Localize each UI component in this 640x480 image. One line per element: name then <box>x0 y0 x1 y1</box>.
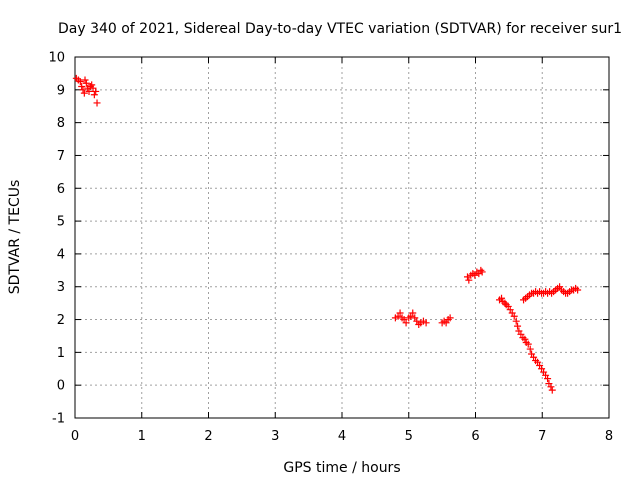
data-point <box>85 87 93 95</box>
plot-frame <box>74 56 610 419</box>
data-point <box>446 314 454 322</box>
y-tick-label: 9 <box>57 83 65 98</box>
data-point <box>514 322 522 330</box>
data-point <box>422 319 430 327</box>
y-tick-label: 4 <box>57 247 65 262</box>
data-point <box>80 89 88 97</box>
y-axis-label: SDTVAR / TECUs <box>7 180 23 295</box>
x-tick-label: 5 <box>405 429 413 444</box>
data-points <box>72 74 582 394</box>
data-point <box>81 76 89 84</box>
data-point <box>498 294 506 302</box>
x-tick-label: 8 <box>605 429 613 444</box>
data-point <box>477 266 485 274</box>
data-point <box>82 79 90 87</box>
y-tick-label: 0 <box>57 379 65 394</box>
y-tick-label: 7 <box>57 149 65 164</box>
axis-ticks: 0 1 2 3 4 5 6 7 8 -1 0 1 2 3 4 5 6 7 8 9 10 <box>48 51 613 445</box>
y-tick-label: 8 <box>57 116 65 131</box>
y-tick-label: 5 <box>57 215 65 230</box>
data-point <box>544 375 552 383</box>
y-tick-label: 6 <box>57 182 65 197</box>
x-axis-label: GPS time / hours <box>283 460 400 476</box>
x-tick-label: 6 <box>471 429 479 444</box>
data-point <box>463 273 471 281</box>
data-point <box>574 286 582 294</box>
y-tick-label: 1 <box>57 346 65 361</box>
x-tick-label: 2 <box>204 429 212 444</box>
data-point <box>88 81 96 89</box>
data-point <box>526 345 534 353</box>
x-tick-label: 7 <box>538 429 546 444</box>
data-point <box>521 335 529 343</box>
grid <box>75 57 609 418</box>
x-tick-label: 3 <box>271 429 279 444</box>
data-point <box>478 268 486 276</box>
y-tick-label: 10 <box>48 51 65 66</box>
data-point <box>548 386 556 394</box>
data-point <box>510 312 518 320</box>
data-point <box>547 383 555 391</box>
data-point <box>512 317 520 325</box>
data-point <box>76 78 84 86</box>
data-point <box>402 319 410 327</box>
y-tick-label: 3 <box>57 280 65 295</box>
chart-title: Day 340 of 2021, Sidereal Day-to-day VTE… <box>58 21 622 37</box>
data-point <box>90 91 98 99</box>
y-tick-label: -1 <box>52 412 65 427</box>
x-tick-label: 1 <box>138 429 146 444</box>
data-point <box>396 309 404 317</box>
data-point <box>78 83 86 91</box>
data-point <box>465 276 473 284</box>
data-point <box>93 99 101 107</box>
data-point <box>92 87 100 95</box>
data-point <box>409 309 417 317</box>
data-point <box>501 299 509 307</box>
x-tick-label: 4 <box>338 429 346 444</box>
x-tick-label: 0 <box>71 429 79 444</box>
data-point <box>524 340 532 348</box>
y-tick-label: 2 <box>57 313 65 328</box>
data-point <box>79 86 87 94</box>
